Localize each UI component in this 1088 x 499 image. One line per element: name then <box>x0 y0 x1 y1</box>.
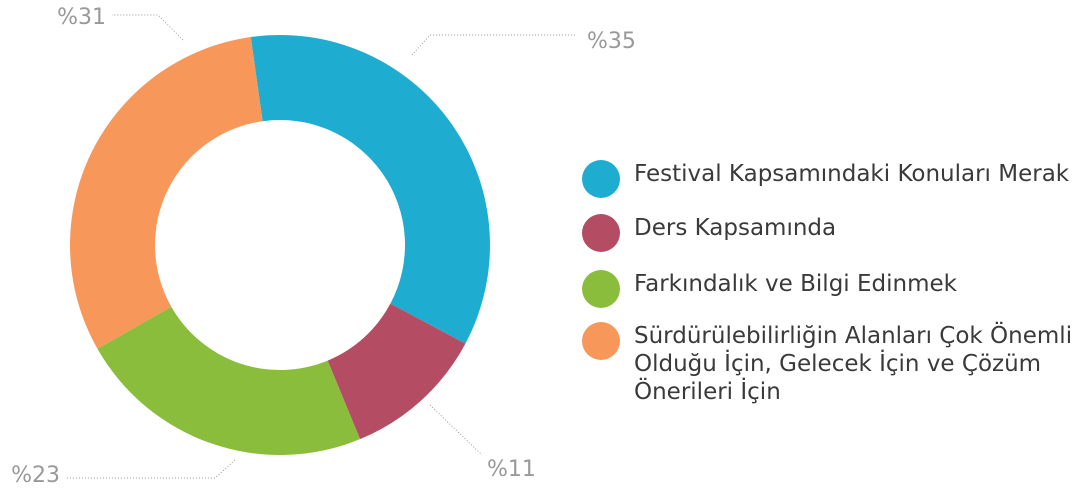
leader-line <box>411 34 575 56</box>
leader-line <box>112 14 184 41</box>
legend-item: Ders Kapsamında <box>582 214 1082 252</box>
leader-line <box>65 459 236 479</box>
donut-slice <box>97 306 361 455</box>
legend-item: Sürdürülebilirliğin Alanları Çok Önemli … <box>582 322 1082 406</box>
legend-item: Farkındalık ve Bilgi Edinmek <box>582 270 1082 308</box>
legend-swatch <box>582 322 620 360</box>
legend-label: Sürdürülebilirliğin Alanları Çok Önemli … <box>634 323 1073 405</box>
legend-item: Festival Kapsamındaki Konuları Merak <box>582 160 1082 198</box>
donut-slice <box>250 35 491 344</box>
value-label: %35 <box>587 29 636 54</box>
value-label: %31 <box>57 5 106 30</box>
donut-slice <box>327 303 466 440</box>
value-label: %11 <box>487 457 536 482</box>
legend-swatch <box>582 214 620 252</box>
legend-swatch <box>582 270 620 308</box>
legend-label: Festival Kapsamındaki Konuları Merak <box>634 161 1070 187</box>
leader-line <box>429 404 483 456</box>
legend-label: Ders Kapsamında <box>634 215 837 241</box>
value-label: %23 <box>11 463 60 488</box>
legend-label: Farkındalık ve Bilgi Edinmek <box>634 271 957 297</box>
donut-slice <box>70 37 263 349</box>
legend-swatch <box>582 160 620 198</box>
